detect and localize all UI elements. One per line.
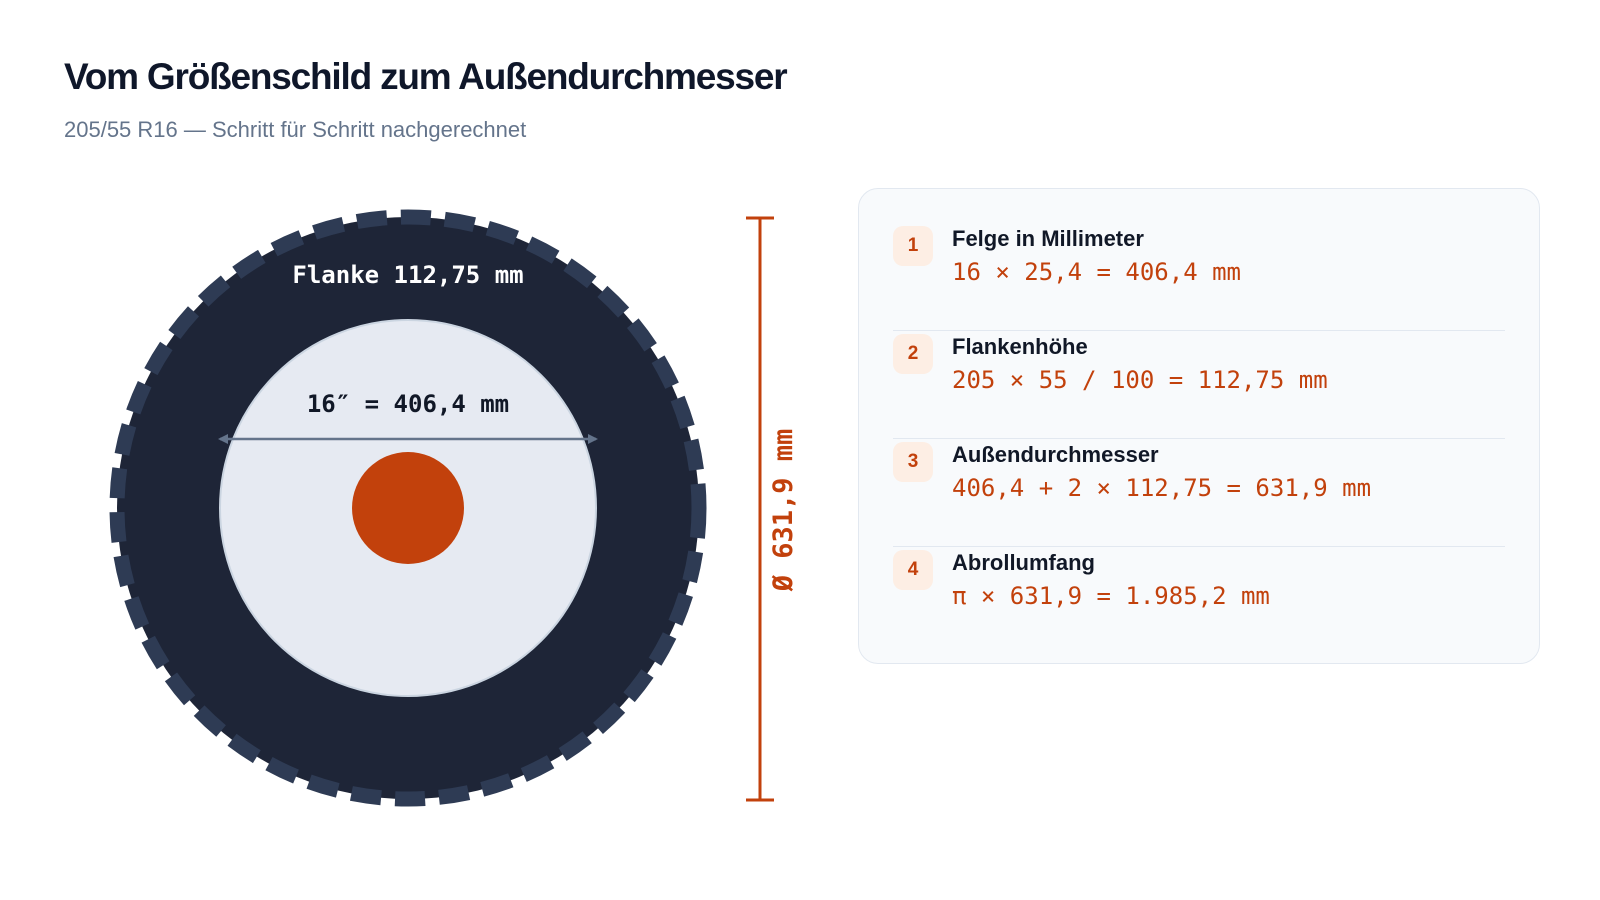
sidewall-label: Flanke 112,75 mm [292,261,523,289]
step-item: 4 Abrollumfang π × 631,9 = 1.985,2 mm [893,547,1505,655]
step-number-badge: 4 [893,550,933,590]
rim-label: 16″ = 406,4 mm [307,390,509,418]
step-number-badge: 3 [893,442,933,482]
calculation-panel: 1 Felge in Millimeter 16 × 25,4 = 406,4 … [858,188,1540,664]
tire-tread [109,209,707,807]
step-content: Außendurchmesser 406,4 + 2 × 112,75 = 63… [952,441,1371,504]
step-label: Felge in Millimeter [952,226,1144,251]
step-formula: 406,4 + 2 × 112,75 = 631,9 mm [952,474,1372,502]
step-item: 3 Außendurchmesser 406,4 + 2 × 112,75 = … [893,439,1505,547]
step-content: Abrollumfang π × 631,9 = 1.985,2 mm [952,549,1270,612]
step-number-badge: 1 [893,226,933,266]
page-title: Vom Größenschild zum Außendurchmesser [64,56,788,97]
step-formula: 205 × 55 / 100 = 112,75 mm [952,366,1328,394]
step-content: Flankenhöhe 205 × 55 / 100 = 112,75 mm [952,333,1328,396]
step-item: 1 Felge in Millimeter 16 × 25,4 = 406,4 … [893,223,1505,331]
hub [352,452,464,564]
step-content: Felge in Millimeter 16 × 25,4 = 406,4 mm [952,225,1241,288]
diameter-dimension: Ø 631,9 mm [746,216,799,802]
step-label: Flankenhöhe [952,334,1088,359]
step-number-badge: 2 [893,334,933,374]
step-item: 2 Flankenhöhe 205 × 55 / 100 = 112,75 mm [893,331,1505,439]
step-label: Außendurchmesser [952,442,1159,467]
step-formula: 16 × 25,4 = 406,4 mm [952,258,1241,286]
step-formula: π × 631,9 = 1.985,2 mm [952,582,1270,610]
page-subtitle: 205/55 R16 — Schritt für Schritt nachger… [64,117,527,142]
step-label: Abrollumfang [952,550,1095,575]
diameter-label: Ø 631,9 mm [768,429,799,593]
